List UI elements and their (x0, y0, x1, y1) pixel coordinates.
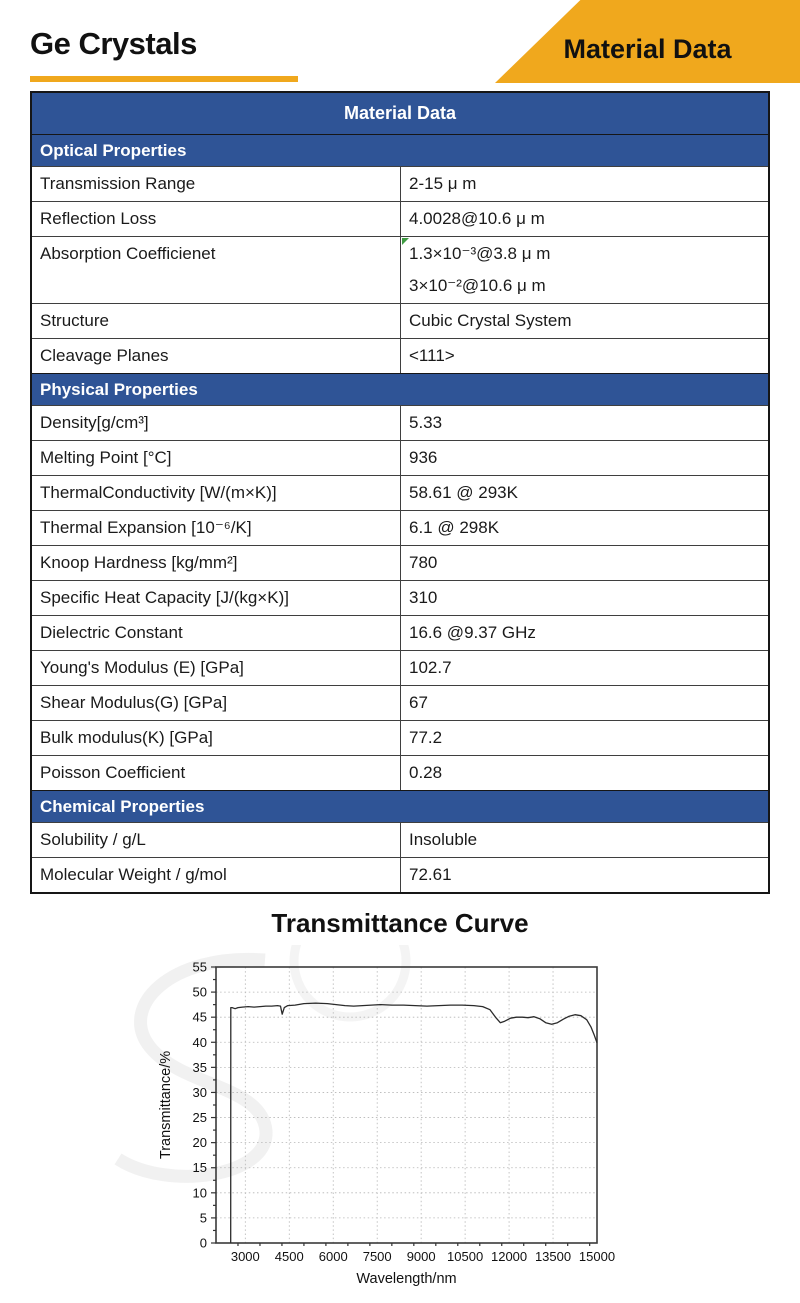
cell-corner-mark (402, 238, 409, 245)
y-tick-label: 5 (200, 1210, 207, 1225)
x-tick-label: 3000 (231, 1249, 260, 1264)
x-tick-label: 4500 (275, 1249, 304, 1264)
property-value: <111> (409, 346, 455, 365)
table-row: Knoop Hardness [kg/mm²] 780 (32, 545, 768, 580)
chart-title: Transmittance Curve (271, 908, 529, 938)
property-value: Insoluble (409, 830, 478, 849)
table-row: Density[g/cm³] 5.33 (32, 405, 768, 440)
property-label: Knoop Hardness [kg/mm²] (32, 546, 401, 580)
table-row: Reflection Loss 4.0028@10.6 μ m (32, 201, 768, 236)
table-row: Thermal Expansion [10⁻⁶/K] 6.1 @ 298K (32, 510, 768, 545)
y-tick-label: 15 (193, 1160, 207, 1175)
y-tick-label: 10 (193, 1185, 207, 1200)
property-label: Bulk modulus(K) [GPa] (32, 721, 401, 755)
property-value: Cubic Crystal System (409, 311, 572, 330)
x-tick-label: 7500 (363, 1249, 392, 1264)
table-body: Optical Properties Transmission Range 2-15… (32, 134, 768, 892)
property-value: 310 (409, 588, 438, 607)
x-tick-label: 15000 (579, 1249, 615, 1264)
property-label: Transmission Range (32, 167, 401, 201)
property-label: Solubility / g/L (32, 823, 401, 857)
section-header: Physical Properties (32, 373, 768, 405)
section-header: Optical Properties (32, 134, 768, 166)
property-label: Density[g/cm³] (32, 406, 401, 440)
table-row: Cleavage Planes <111> (32, 338, 768, 373)
title-underline (30, 76, 298, 82)
property-label: Reflection Loss (32, 202, 401, 236)
material-data-table: Material Data Optical Properties Transmis… (30, 91, 770, 894)
transmittance-curve (230, 1002, 598, 1244)
table-row: Transmission Range 2-15 μ m (32, 166, 768, 201)
property-label: Cleavage Planes (32, 339, 401, 373)
y-tick-label: 30 (193, 1085, 207, 1100)
property-label: Structure (32, 304, 401, 338)
property-value: 0.28 (409, 763, 443, 782)
table-header: Material Data (32, 93, 768, 134)
x-tick-label: 13500 (535, 1249, 571, 1264)
property-label: Molecular Weight / g/mol (32, 858, 401, 892)
property-value: 936 (409, 448, 438, 467)
x-tick-label: 10500 (447, 1249, 483, 1264)
gridlines (216, 967, 597, 1243)
table-row: ThermalConductivity [W/(m×K)] 58.61 @ 293… (32, 475, 768, 510)
x-tick-label: 9000 (407, 1249, 436, 1264)
y-axis-label: Transmittance/% (158, 1051, 174, 1159)
property-label: Young's Modulus (E) [GPa] (32, 651, 401, 685)
property-value: 72.61 (409, 865, 452, 884)
plot-box (215, 966, 598, 1244)
property-value: 67 (409, 693, 428, 712)
y-tick-label: 55 (193, 960, 207, 975)
corner-banner: Material Data (495, 0, 800, 83)
table-row: Bulk modulus(K) [GPa] 77.2 (32, 720, 768, 755)
property-label: Absorption Coefficienet (32, 237, 401, 303)
property-label: Melting Point [°C] (32, 441, 401, 475)
property-value: 16.6 @9.37 GHz (409, 623, 536, 642)
property-label: Specific Heat Capacity [J/(kg×K)] (32, 581, 401, 615)
property-value: 2-15 μ m (409, 174, 477, 193)
y-tick-label: 35 (193, 1060, 207, 1075)
table-row: Molecular Weight / g/mol 72.61 (32, 857, 768, 892)
y-tick-label: 20 (193, 1135, 207, 1150)
y-tick-label: 0 (200, 1236, 207, 1251)
table-row: Absorption Coefficienet 1.3×10⁻³@3.8 μ m … (32, 236, 768, 303)
property-value: 5.33 (409, 413, 443, 432)
y-tick-label: 50 (193, 985, 207, 1000)
tick-labels: 3000 4500 6000 7500 9000 10500 12000 13500 15000… (193, 960, 616, 1265)
property-label: Poisson Coefficient (32, 756, 401, 790)
table-row: Solubility / g/L Insoluble (32, 822, 768, 857)
x-tick-label: 12000 (491, 1249, 527, 1264)
property-label: ThermalConductivity [W/(m×K)] (32, 476, 401, 510)
property-label: Thermal Expansion [10⁻⁶/K] (32, 511, 401, 545)
x-axis-label: Wavelength/nm (356, 1271, 456, 1287)
page-title: Ge Crystals (30, 26, 197, 61)
property-value: 6.1 @ 298K (409, 518, 500, 537)
property-label: Shear Modulus(G) [GPa] (32, 686, 401, 720)
property-value: 58.61 @ 293K (409, 483, 518, 502)
table-row: Specific Heat Capacity [J/(kg×K)] 310 (32, 580, 768, 615)
transmittance-chart: 3000 4500 6000 7500 9000 10500 12000 13500 15000… (114, 945, 616, 1287)
property-label: Dielectric Constant (32, 616, 401, 650)
property-value: 4.0028@10.6 μ m (409, 209, 545, 228)
banner-label: Material Data (563, 34, 732, 64)
table-row: Dielectric Constant 16.6 @9.37 GHz (32, 615, 768, 650)
table-row: Young's Modulus (E) [GPa] 102.7 (32, 650, 768, 685)
property-value: 780 (409, 553, 438, 572)
property-value: 1.3×10⁻³@3.8 μ m 3×10⁻²@10.6 μ m (401, 237, 768, 303)
table-row: Shear Modulus(G) [GPa] 67 (32, 685, 768, 720)
property-value: 102.7 (409, 658, 452, 677)
y-tick-label: 25 (193, 1110, 207, 1125)
watermark (114, 945, 411, 1183)
x-tick-label: 6000 (319, 1249, 348, 1264)
y-tick-label: 45 (193, 1010, 207, 1025)
table-row: Melting Point [°C] 936 (32, 440, 768, 475)
section-header: Chemical Properties (32, 790, 768, 822)
table-row: Structure Cubic Crystal System (32, 303, 768, 338)
axis-ticks (211, 966, 591, 1246)
y-tick-label: 40 (193, 1035, 207, 1050)
property-value: 77.2 (409, 728, 443, 747)
table-row: Poisson Coefficient 0.28 (32, 755, 768, 790)
